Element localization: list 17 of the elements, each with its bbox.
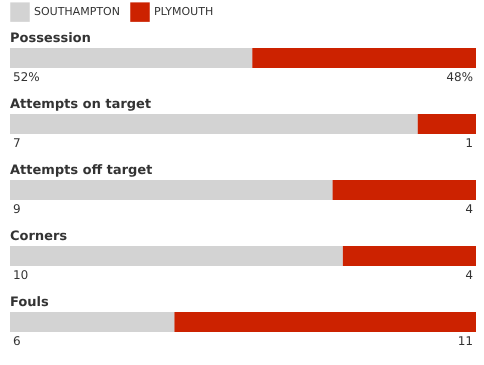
legend-label: PLYMOUTH bbox=[154, 5, 214, 18]
data-label: 4 bbox=[465, 268, 473, 282]
data-label: 1 bbox=[465, 136, 473, 150]
data-label: 4 bbox=[465, 202, 473, 216]
data-label: 48% bbox=[446, 70, 473, 84]
data-label: 9 bbox=[13, 202, 21, 216]
chart-title: Attempts on target bbox=[10, 97, 152, 112]
chart-title: Attempts off target bbox=[10, 163, 152, 178]
chart-title: Fouls bbox=[10, 295, 49, 310]
data-label: 10 bbox=[13, 268, 28, 282]
chart-title: Possession bbox=[10, 31, 91, 46]
data-label: 6 bbox=[13, 334, 21, 348]
legend-label: SOUTHAMPTON bbox=[34, 5, 120, 18]
data-label: 52% bbox=[13, 70, 40, 84]
chart-title: Corners bbox=[10, 229, 68, 244]
data-label: 7 bbox=[13, 136, 21, 150]
data-label: 11 bbox=[458, 334, 473, 348]
